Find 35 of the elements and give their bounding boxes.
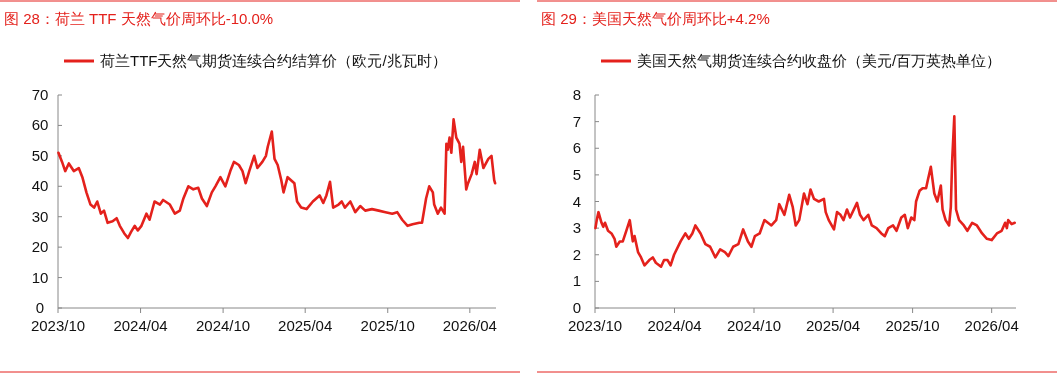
y-tick-label: 60 xyxy=(31,116,49,134)
y-tick-label: 30 xyxy=(31,207,49,225)
y-tick-label: 2 xyxy=(572,245,582,263)
x-tick-label: 2026/04 xyxy=(442,317,497,334)
y-tick-label: 4 xyxy=(572,192,582,210)
y-tick-label: 7 xyxy=(572,112,582,130)
y-tick-label: 0 xyxy=(35,299,45,316)
x-tick-label: 2023/10 xyxy=(567,317,623,334)
y-tick-label: 20 xyxy=(31,238,49,256)
line-series xyxy=(57,118,497,240)
x-tick-label: 2024/10 xyxy=(726,317,782,334)
y-tick-label: 8 xyxy=(572,86,582,103)
x-tick-label: 2025/10 xyxy=(885,317,940,334)
legend-label: 美国天然气期货连续合约收盘价（美元/百万英热单位） xyxy=(637,52,1002,69)
y-tick-label: 5 xyxy=(572,165,582,183)
y-tick-label: 10 xyxy=(31,268,49,286)
x-tick-label: 2024/10 xyxy=(195,317,251,334)
x-tick-label: 2025/10 xyxy=(360,317,415,334)
y-tick-label: 1 xyxy=(572,272,582,290)
y-tick-label: 0 xyxy=(572,299,582,316)
line-series xyxy=(594,115,1016,269)
chart-title: 图 29：美国天然气价周环比+4.2% xyxy=(541,10,770,27)
y-tick-label: 40 xyxy=(31,177,49,195)
legend-label: 荷兰TTF天然气期货连续合约结算价（欧元/兆瓦时） xyxy=(100,52,447,69)
x-tick-label: 2024/04 xyxy=(113,317,168,334)
x-tick-label: 2025/04 xyxy=(278,317,333,334)
y-tick-label: 50 xyxy=(31,146,49,164)
x-tick-label: 2024/04 xyxy=(647,317,702,334)
y-tick-label: 6 xyxy=(572,139,582,157)
x-tick-label: 2023/10 xyxy=(30,317,86,334)
y-tick-label: 70 xyxy=(31,86,49,103)
chart-title: 图 28：荷兰 TTF 天然气价周环比-10.0% xyxy=(4,10,274,27)
y-tick-label: 3 xyxy=(572,219,582,237)
x-tick-label: 2025/04 xyxy=(805,317,861,334)
x-tick-label: 2026/04 xyxy=(964,317,1019,334)
